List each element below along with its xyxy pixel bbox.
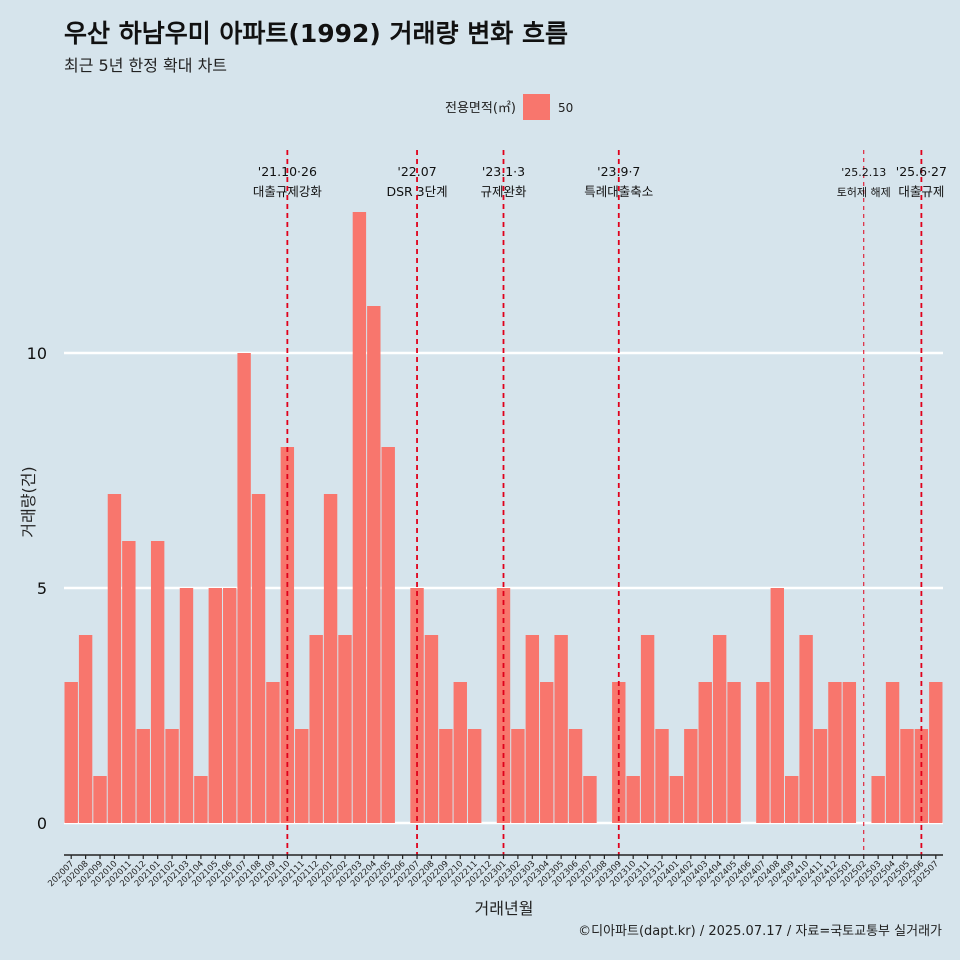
event-label-desc-202301: 규제완화: [480, 184, 527, 199]
event-label-desc-202110: 대출규제강화: [253, 184, 323, 199]
bar-202210: 202210: 3: [453, 682, 467, 823]
bar-202303: 202303: 4: [525, 635, 540, 823]
y-tick-label-5: 5: [37, 579, 47, 598]
legend: 전용면적(㎡) 50: [445, 94, 573, 120]
bar-202505: 202505: 2: [900, 729, 914, 823]
bar-202307: 202307: 1: [583, 776, 597, 823]
chart-subtitle: 최근 5년 한정 확대 차트: [64, 56, 228, 75]
bar-202101: 202101: 6: [150, 541, 165, 823]
event-label-date-202207: '22.07: [397, 164, 436, 179]
bar-202103: 202103: 5: [179, 588, 194, 823]
bar-202107: 202107: 10: [237, 353, 251, 823]
bar-202411: 202411: 2: [813, 729, 828, 823]
bar-202408: 202408: 5: [770, 588, 784, 823]
bar-202208: 202208: 4: [424, 635, 439, 823]
bar-202310: 202310: 1: [626, 776, 640, 823]
event-label-desc-202309: 특례대출축소: [584, 184, 653, 199]
bar-202309: 202309: 3: [612, 682, 626, 823]
bar-202507: 202507: 3: [929, 682, 943, 823]
bar-202401: 202401: 1: [669, 776, 684, 823]
legend-title: 전용면적(㎡): [445, 101, 516, 116]
bar-202207: 202207: 5: [410, 588, 424, 823]
y-tick-label-10: 10: [27, 344, 47, 363]
bar-202312: 202312: 2: [655, 729, 669, 823]
bar-202111: 202111: 2: [295, 729, 309, 823]
legend-swatch: [523, 94, 550, 120]
bar-202009: 202009: 1: [93, 776, 107, 823]
legend-label: 50: [558, 101, 573, 115]
bar-202306: 202306: 2: [568, 729, 583, 823]
bar-202409: 202409: 1: [785, 776, 799, 823]
y-axis-title: 거래량(건): [19, 466, 38, 537]
bar-202305: 202305: 4: [554, 635, 568, 823]
bar-202407: 202407: 3: [756, 682, 770, 823]
bar-202304: 202304: 3: [540, 682, 554, 823]
bar-202112: 202112: 4: [309, 635, 323, 823]
bar-202202: 202202: 4: [338, 635, 352, 823]
event-label-date-202301: '23.1·3: [482, 164, 525, 179]
bar-202412: 202412: 3: [828, 682, 842, 823]
bar-202102: 202102: 2: [165, 729, 179, 823]
bar-202311: 202311: 4: [640, 635, 655, 823]
event-lines: [286, 150, 923, 855]
bar-202404: 202404: 4: [712, 635, 727, 823]
event-label-desc-202502: 토허제 해제: [837, 185, 891, 199]
bar-202504: 202504: 3: [885, 682, 900, 823]
bar-202402: 202402: 2: [684, 729, 698, 823]
bar-202201: 202201: 7: [323, 494, 338, 823]
bar-202506: 202506: 2: [914, 729, 929, 823]
bar-202405: 202405: 3: [727, 682, 741, 823]
chart-title: 우산 하남우미 아파트(1992) 거래량 변화 흐름: [64, 19, 568, 48]
bar-202403: 202403: 3: [698, 682, 712, 823]
bar-202302: 202302: 2: [511, 729, 525, 823]
bars: 202007: 3202008: 4202009: 1202010: 72020…: [64, 212, 943, 823]
event-label-date-202309: '23.9·7: [597, 164, 640, 179]
bar-202301: 202301: 5: [496, 588, 511, 823]
bar-202204: 202204: 11: [367, 306, 381, 823]
x-axis: 2020072020082020092020102020112020122021…: [46, 854, 943, 889]
y-tick-label-0: 0: [37, 814, 47, 833]
bar-202211: 202211: 2: [467, 729, 482, 823]
bar-202109: 202109: 3: [266, 682, 280, 823]
bar-202501: 202501: 3: [842, 682, 857, 823]
bar-202008: 202008: 4: [78, 635, 93, 823]
event-annotations: '21.10·26 대출규제강화 '22.07 DSR 3단계 '23.1·3 규제완화 '…: [253, 164, 947, 199]
event-label-date-202506: '25.6·27: [896, 164, 947, 179]
bar-202205: 202205: 8: [381, 447, 395, 823]
y-axis: 0 5 10: [27, 344, 47, 833]
bar-202010: 202010: 7: [107, 494, 122, 823]
bar-202106: 202106: 5: [223, 588, 237, 823]
source-caption: ©디아파트(dapt.kr) / 2025.07.17 / 자료=국토교통부 실…: [578, 924, 942, 939]
x-axis-title: 거래년월: [475, 899, 534, 918]
bar-202203: 202203: 13: [352, 212, 367, 823]
bar-202007: 202007: 3: [64, 682, 78, 823]
bar-202503: 202503: 1: [871, 776, 885, 823]
bar-202209: 202209: 2: [439, 729, 453, 823]
bar-202012: 202012: 2: [136, 729, 150, 823]
bar-202104: 202104: 1: [194, 776, 208, 823]
bar-202011: 202011: 6: [122, 541, 136, 823]
event-label-date-202110: '21.10·26: [258, 164, 317, 179]
event-label-desc-202506: 대출규제: [898, 184, 944, 199]
event-label-desc-202207: DSR 3단계: [386, 184, 447, 199]
event-label-date-202502: '25.2.13: [841, 166, 886, 179]
bar-202410: 202410: 4: [799, 635, 813, 823]
bar-202108: 202108: 7: [251, 494, 266, 823]
bar-202105: 202105: 5: [208, 588, 222, 823]
bar-202110: 202110: 8: [280, 447, 295, 823]
